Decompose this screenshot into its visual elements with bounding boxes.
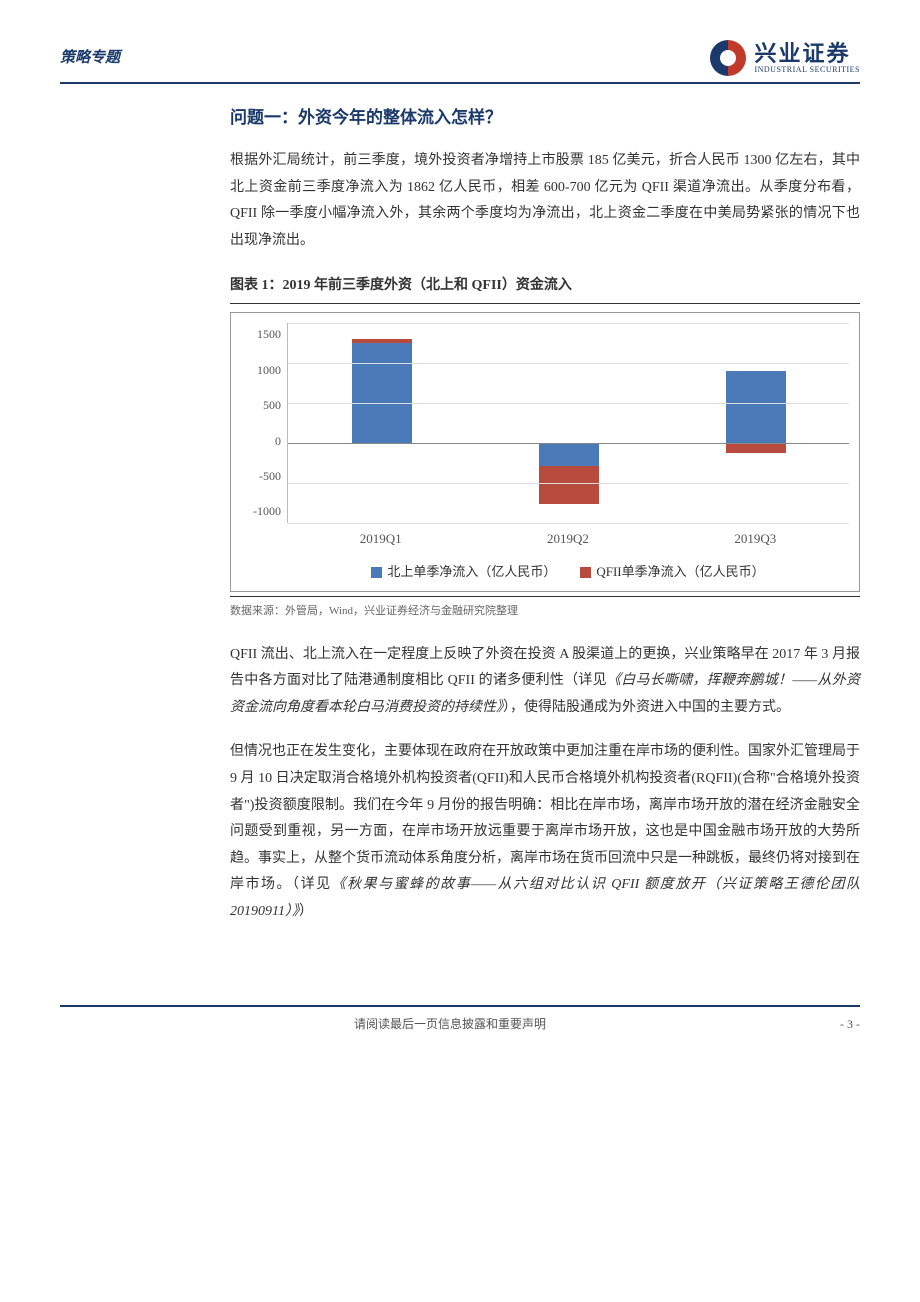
x-label: 2019Q3 bbox=[734, 527, 776, 552]
bar-group bbox=[352, 323, 412, 523]
legend-swatch bbox=[371, 567, 382, 578]
logo-icon bbox=[710, 40, 746, 76]
legend-label: QFII单季净流入（亿人民币） bbox=[596, 560, 764, 585]
y-tick: -500 bbox=[241, 465, 281, 488]
page-footer: 请阅读最后一页信息披露和重要声明 - 3 - bbox=[60, 1005, 860, 1036]
y-tick: 1000 bbox=[241, 359, 281, 382]
y-tick: 0 bbox=[241, 430, 281, 453]
bar-group bbox=[726, 323, 786, 523]
bar-segment bbox=[726, 371, 786, 443]
bar-segment bbox=[352, 339, 412, 343]
chart-y-axis: 1500 1000 500 0 -500 -1000 bbox=[241, 323, 287, 523]
paragraph-1: 根据外汇局统计，前三季度，境外投资者净增持上市股票 185 亿美元，折合人民币 … bbox=[230, 148, 860, 254]
x-label: 2019Q1 bbox=[360, 527, 402, 552]
main-content: 问题一：外资今年的整体流入怎样？ 根据外汇局统计，前三季度，境外投资者净增持上市… bbox=[60, 102, 860, 925]
bar-segment bbox=[539, 466, 599, 504]
bar-segment bbox=[539, 443, 599, 465]
chart-title: 图表 1：2019 年前三季度外资（北上和 QFII）资金流入 bbox=[230, 273, 860, 305]
x-label: 2019Q2 bbox=[547, 527, 589, 552]
y-tick: 500 bbox=[241, 394, 281, 417]
chart-plot bbox=[287, 323, 849, 523]
report-category: 策略专题 bbox=[60, 44, 120, 73]
chart-container: 1500 1000 500 0 -500 -1000 2019Q1 2019Q2 2019Q3… bbox=[230, 312, 860, 591]
para3-text-b: ） bbox=[299, 904, 313, 919]
bar-segment bbox=[726, 443, 786, 453]
footer-page-number: - 3 - bbox=[840, 1013, 860, 1036]
legend-label: 北上单季净流入（亿人民币） bbox=[387, 560, 556, 585]
paragraph-2: QFII 流出、北上流入在一定程度上反映了外资在投资 A 股渠道上的更换，兴业策… bbox=[230, 642, 860, 722]
para3-text-a: 但情况也正在发生变化，主要体现在政府在开放政策中更加注重在岸市场的便利性。国家外… bbox=[230, 744, 860, 892]
company-logo: 兴业证券 INDUSTRIAL SECURITIES bbox=[710, 40, 860, 76]
page-header: 策略专题 兴业证券 INDUSTRIAL SECURITIES bbox=[60, 40, 860, 84]
chart-legend: 北上单季净流入（亿人民币） QFII单季净流入（亿人民币） bbox=[287, 552, 849, 585]
paragraph-3: 但情况也正在发生变化，主要体现在政府在开放政策中更加注重在岸市场的便利性。国家外… bbox=[230, 739, 860, 925]
y-tick: -1000 bbox=[241, 500, 281, 523]
legend-swatch bbox=[580, 567, 591, 578]
y-tick: 1500 bbox=[241, 323, 281, 346]
logo-text-en: INDUSTRIAL SECURITIES bbox=[754, 66, 860, 75]
footer-disclaimer: 请阅读最后一页信息披露和重要声明 bbox=[354, 1013, 546, 1036]
chart-source: 数据来源：外管局，Wind，兴业证券经济与金融研究院整理 bbox=[230, 596, 860, 622]
bar-group bbox=[539, 323, 599, 523]
chart-x-labels: 2019Q1 2019Q2 2019Q3 bbox=[287, 523, 849, 552]
legend-item: 北上单季净流入（亿人民币） bbox=[371, 560, 556, 585]
para2-text-b: ），使得陆股通成为外资进入中国的主要方式。 bbox=[503, 700, 790, 715]
bar-segment bbox=[352, 343, 412, 443]
section-title: 问题一：外资今年的整体流入怎样？ bbox=[230, 102, 860, 134]
logo-text-cn: 兴业证券 bbox=[754, 42, 860, 66]
legend-item: QFII单季净流入（亿人民币） bbox=[580, 560, 764, 585]
